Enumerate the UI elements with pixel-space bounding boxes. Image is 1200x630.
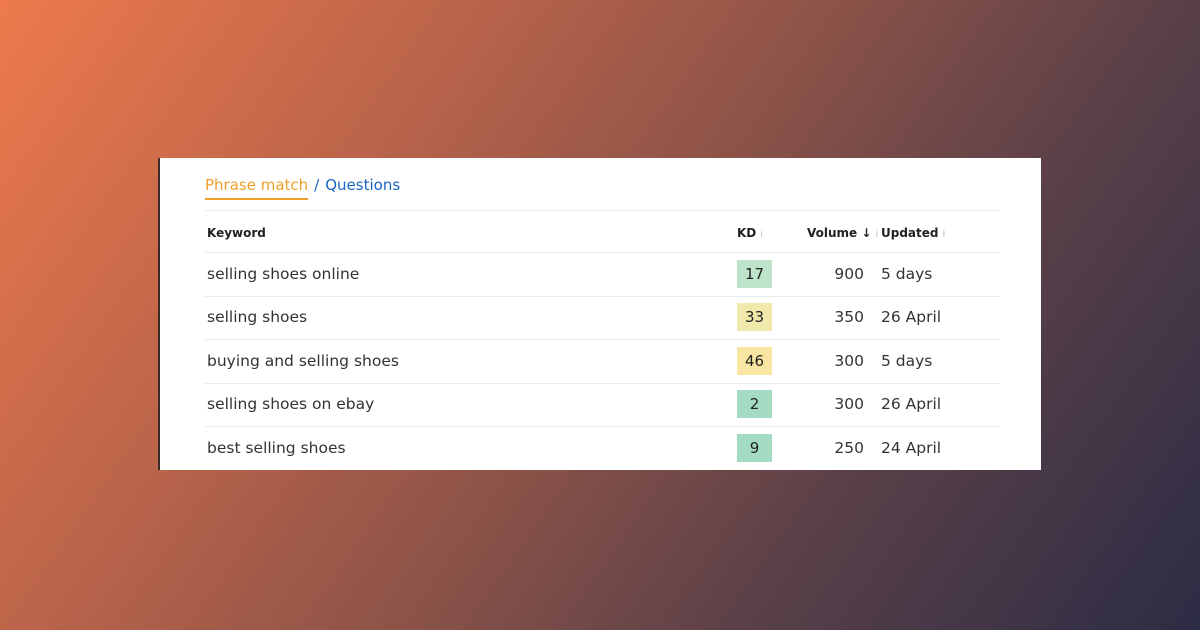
updated-value: 5 days xyxy=(881,265,933,283)
divider xyxy=(205,210,1000,211)
keyword-panel: Phrase match / Questions Keyword KD i Vol… xyxy=(158,158,1041,470)
kd-badge: 17 xyxy=(737,260,772,288)
column-header-updated[interactable]: Updated i xyxy=(881,226,945,240)
keyword-label: Keyword xyxy=(207,226,266,240)
row-divider xyxy=(205,426,1000,428)
keyword-link[interactable]: selling shoes online xyxy=(207,265,360,283)
tabs: Phrase match / Questions xyxy=(205,176,400,200)
tab-questions[interactable]: Questions xyxy=(325,176,401,194)
column-header-kd[interactable]: KD i xyxy=(737,226,763,240)
keyword-link[interactable]: selling shoes xyxy=(207,308,308,327)
table-row[interactable]: selling shoes on ebay 2 300 26 April xyxy=(205,383,1000,426)
row-divider xyxy=(205,339,1000,341)
updated-value: 26 April xyxy=(881,308,942,327)
kd-label: KD xyxy=(737,226,757,240)
volume-value: 250 xyxy=(834,438,864,457)
volume-value: 900 xyxy=(834,265,864,283)
updated-label: Updated xyxy=(881,226,939,240)
updated-value: 24 April xyxy=(881,438,942,457)
info-icon[interactable]: i xyxy=(942,229,946,240)
sort-down-icon[interactable]: ↓ xyxy=(861,226,872,240)
updated-value: 26 April xyxy=(881,395,942,414)
info-icon[interactable]: i xyxy=(760,229,764,240)
row-divider xyxy=(205,296,1000,297)
table-row[interactable]: best selling shoes 9 250 24 April xyxy=(205,427,1000,470)
column-header-keyword[interactable]: Keyword xyxy=(207,226,266,240)
kd-badge: 33 xyxy=(737,303,772,332)
volume-label: Volume xyxy=(807,226,858,240)
row-divider xyxy=(205,382,1000,384)
volume-value: 300 xyxy=(834,395,864,414)
kd-badge: 9 xyxy=(737,433,772,462)
table-row[interactable]: buying and selling shoes 46 300 5 days xyxy=(205,340,1000,383)
kd-badge: 46 xyxy=(737,346,772,375)
volume-value: 350 xyxy=(834,308,864,327)
keyword-link[interactable]: best selling shoes xyxy=(207,438,346,457)
table-row[interactable]: selling shoes 33 350 26 April xyxy=(205,296,1000,339)
kd-badge: 2 xyxy=(737,390,772,419)
table-row[interactable]: selling shoes online 17 900 5 days xyxy=(205,253,1000,296)
updated-value: 5 days xyxy=(881,351,933,370)
tab-separator: / xyxy=(314,176,320,194)
keyword-link[interactable]: selling shoes on ebay xyxy=(207,395,375,414)
tab-phrase-match[interactable]: Phrase match xyxy=(205,176,309,200)
divider xyxy=(205,252,1000,253)
info-icon[interactable]: i xyxy=(875,229,879,240)
volume-value: 300 xyxy=(834,351,864,370)
keyword-link[interactable]: buying and selling shoes xyxy=(207,351,399,370)
column-header-volume[interactable]: Volume ↓ i xyxy=(807,226,878,240)
